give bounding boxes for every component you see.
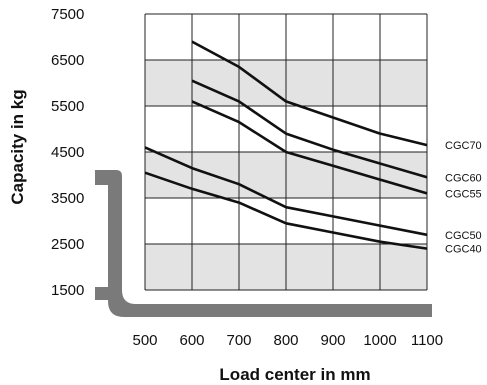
series-label: CGC50	[445, 230, 482, 242]
y-tick-label: 3500	[51, 190, 84, 207]
x-axis-ticks: 500 600 700 800 900 1000 1100	[132, 332, 443, 349]
series-label: CGC70	[445, 140, 482, 152]
y-tick-label: 2500	[51, 236, 84, 253]
x-tick-label: 600	[179, 332, 204, 349]
y-tick-label: 4500	[51, 144, 84, 161]
x-tick-label: 800	[273, 332, 298, 349]
series-line-cgc60	[191, 79, 428, 179]
y-axis-ticks: 7500 6500 5500 4500 3500 2500 1500	[51, 6, 84, 299]
series-labels: CGC70 CGC60 CGC55 CGC50 CGC40	[445, 140, 482, 256]
series-line-cgc50	[144, 146, 428, 237]
x-tick-label: 1100	[411, 332, 443, 349]
y-tick-label: 6500	[51, 52, 84, 69]
x-tick-label: 900	[320, 332, 345, 349]
series-lines	[144, 40, 428, 250]
series-label: CGC60	[445, 172, 482, 184]
x-tick-label: 700	[226, 332, 251, 349]
x-tick-label: 500	[132, 332, 157, 349]
x-axis-title: Load center in mm	[219, 365, 370, 384]
y-axis-title: Capacity in kg	[8, 89, 27, 204]
series-label: CGC55	[445, 188, 482, 200]
x-tick-label: 1000	[363, 332, 396, 349]
series-line-cgc55	[191, 100, 428, 195]
y-tick-label: 5500	[51, 98, 84, 115]
y-tick-label: 1500	[51, 282, 84, 299]
series-label: CGC40	[445, 244, 482, 256]
fork-heel	[95, 287, 108, 300]
fork-icon	[95, 170, 432, 317]
y-tick-label: 7500	[51, 6, 84, 23]
series-line-cgc40	[144, 171, 428, 250]
series-line-cgc70	[191, 40, 428, 147]
